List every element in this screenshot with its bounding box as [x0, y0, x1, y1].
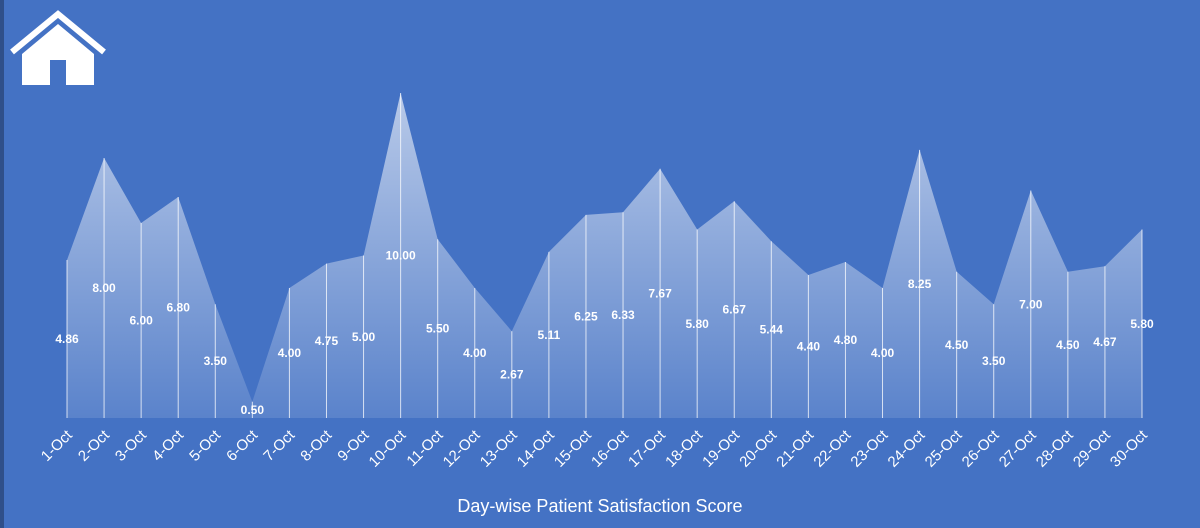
- data-label: 8.25: [908, 277, 932, 291]
- x-tick-label: 18-Oct: [662, 426, 706, 470]
- data-label: 4.00: [278, 346, 302, 360]
- data-label: 7.00: [1019, 297, 1043, 311]
- data-label: 2.67: [500, 368, 524, 382]
- x-tick-label: 19-Oct: [699, 426, 743, 470]
- chart-title: Day-wise Patient Satisfaction Score: [457, 496, 743, 516]
- x-tick-label: 5-Oct: [186, 426, 225, 465]
- x-tick-label: 14-Oct: [514, 426, 558, 470]
- x-tick-label: 2-Oct: [75, 426, 114, 465]
- x-tick-label: 10-Oct: [366, 426, 410, 470]
- x-tick-label: 12-Oct: [440, 426, 484, 470]
- data-label: 4.80: [834, 333, 858, 347]
- data-label: 5.50: [426, 322, 450, 336]
- x-tick-label: 27-Oct: [996, 426, 1040, 470]
- x-tick-label: 15-Oct: [551, 426, 595, 470]
- data-label: 5.11: [538, 328, 561, 342]
- x-tick-label: 16-Oct: [588, 426, 632, 470]
- area-series: [67, 93, 1142, 418]
- data-label: 5.80: [1130, 317, 1154, 331]
- data-label: 10.00: [386, 249, 416, 263]
- drop-lines: [66, 93, 1143, 418]
- data-label: 4.86: [55, 332, 79, 346]
- data-labels: 4.86 8.00 6.00 6.80 3.50 0.50 4.00 4.75 5.00 10.0…: [55, 249, 1154, 417]
- data-label: 7.67: [648, 286, 672, 300]
- data-label: 4.50: [1056, 338, 1080, 352]
- data-label: 5.00: [352, 330, 376, 344]
- x-tick-label: 23-Oct: [847, 426, 891, 470]
- x-tick-label: 29-Oct: [1070, 426, 1114, 470]
- x-tick-label: 6-Oct: [223, 426, 262, 465]
- data-label: 4.75: [315, 334, 339, 348]
- x-tick-label: 11-Oct: [403, 426, 447, 470]
- data-label: 5.44: [760, 323, 784, 337]
- data-label: 6.67: [723, 303, 747, 317]
- x-tick-label: 20-Oct: [736, 426, 780, 470]
- home-button[interactable]: [8, 8, 108, 88]
- data-label: 6.00: [129, 314, 153, 328]
- data-label: 8.00: [92, 281, 116, 295]
- x-tick-label: 22-Oct: [810, 426, 854, 470]
- x-tick-label: 7-Oct: [260, 426, 299, 465]
- data-label: 4.40: [797, 340, 821, 354]
- data-label: 6.25: [574, 309, 598, 323]
- home-icon: [10, 10, 106, 85]
- data-label: 6.33: [611, 308, 635, 322]
- data-label: 4.50: [945, 338, 969, 352]
- x-tick-label: 4-Oct: [149, 426, 188, 465]
- x-tick-label: 30-Oct: [1107, 426, 1151, 470]
- x-tick-label: 26-Oct: [959, 426, 1003, 470]
- x-tick-label: 24-Oct: [885, 426, 929, 470]
- x-tick-label: 3-Oct: [112, 426, 151, 465]
- data-label: 3.50: [204, 354, 228, 368]
- x-tick-label: 28-Oct: [1033, 426, 1077, 470]
- x-tick-label: 25-Oct: [922, 426, 966, 470]
- data-label: 5.80: [685, 317, 709, 331]
- x-tick-label: 17-Oct: [625, 426, 669, 470]
- x-tick-label: 1-Oct: [38, 426, 77, 465]
- window-edge: [0, 0, 4, 528]
- data-label: 4.00: [871, 346, 895, 360]
- data-label: 3.50: [982, 354, 1006, 368]
- x-axis-tick-labels: 1-Oct 2-Oct 3-Oct 4-Oct 5-Oct 6-Oct 7-Oct 8-Oct…: [38, 426, 1152, 470]
- data-label: 4.67: [1093, 335, 1117, 349]
- x-tick-label: 21-Oct: [773, 426, 817, 470]
- data-label: 6.80: [167, 301, 191, 315]
- x-tick-label: 8-Oct: [297, 426, 336, 465]
- x-tick-label: 13-Oct: [477, 426, 521, 470]
- data-label: 0.50: [241, 403, 265, 417]
- data-label: 4.00: [463, 346, 487, 360]
